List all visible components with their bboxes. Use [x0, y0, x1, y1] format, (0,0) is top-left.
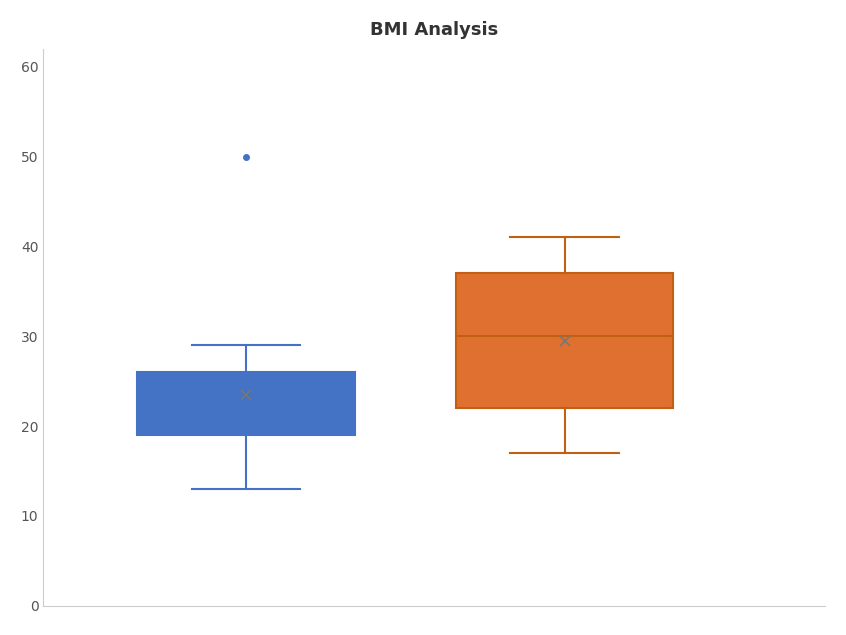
PathPatch shape — [137, 372, 354, 435]
Title: BMI Analysis: BMI Analysis — [370, 21, 498, 39]
PathPatch shape — [456, 273, 673, 408]
